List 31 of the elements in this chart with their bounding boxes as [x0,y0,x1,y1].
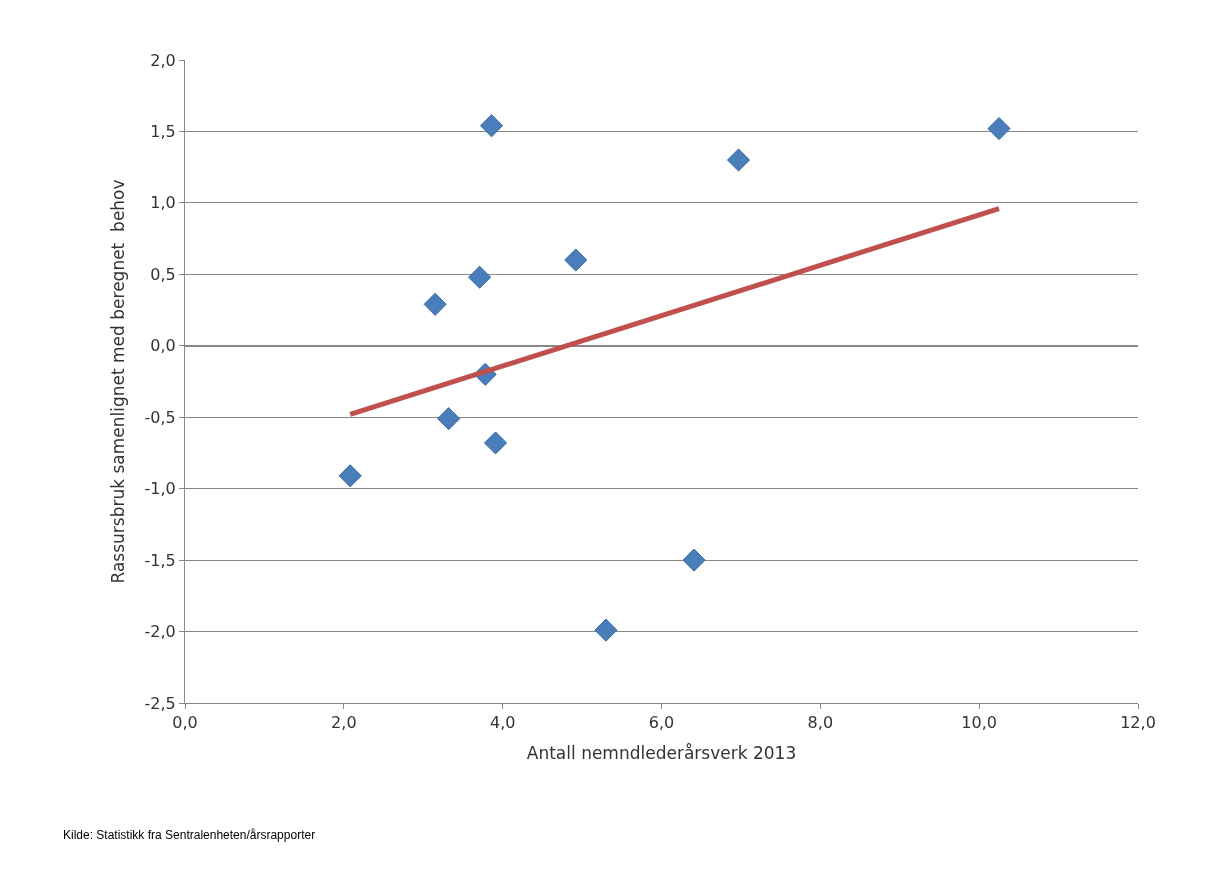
point [338,464,362,488]
text: Kilde: Statistikk fra Sentralenheten/årsrapporter [63,828,316,842]
point [480,114,504,138]
x-tick-label: 2,0 [331,713,357,733]
y-tick-label: -0,5 [144,407,176,427]
y-tick-label: 1,5 [150,122,176,142]
y-tick-label: 2,0 [150,50,176,70]
point [437,407,461,431]
y-tick-label: 1,0 [150,193,176,213]
y-tick-label: 0,0 [150,336,176,356]
y-tick-label: -2,0 [144,622,176,642]
point [726,148,751,172]
point [423,292,447,316]
point [483,431,508,455]
point [468,265,492,289]
x-tick-label: 4,0 [489,713,516,733]
x-tick-label: 8,0 [807,713,834,733]
point [987,117,1011,141]
x-tick-label: 6,0 [648,713,675,733]
x-tick-label: 0,0 [172,713,198,733]
y-tick-label: -1,0 [144,479,176,499]
x-tick-label: 10,0 [961,713,997,733]
x-axis-title: Antall nemndlederårsverk 2013 [526,742,797,763]
y-tick-label: 0,5 [150,264,176,284]
x-tick-label: 12,0 [1120,713,1156,733]
y-axis-title: Rassursbruk samenlignet med beregnet behov [108,179,129,584]
y-tick-label: -1,5 [144,550,176,570]
point [564,248,588,272]
y-tick-label: -2,5 [144,693,176,713]
point [594,618,618,642]
point [682,548,706,572]
